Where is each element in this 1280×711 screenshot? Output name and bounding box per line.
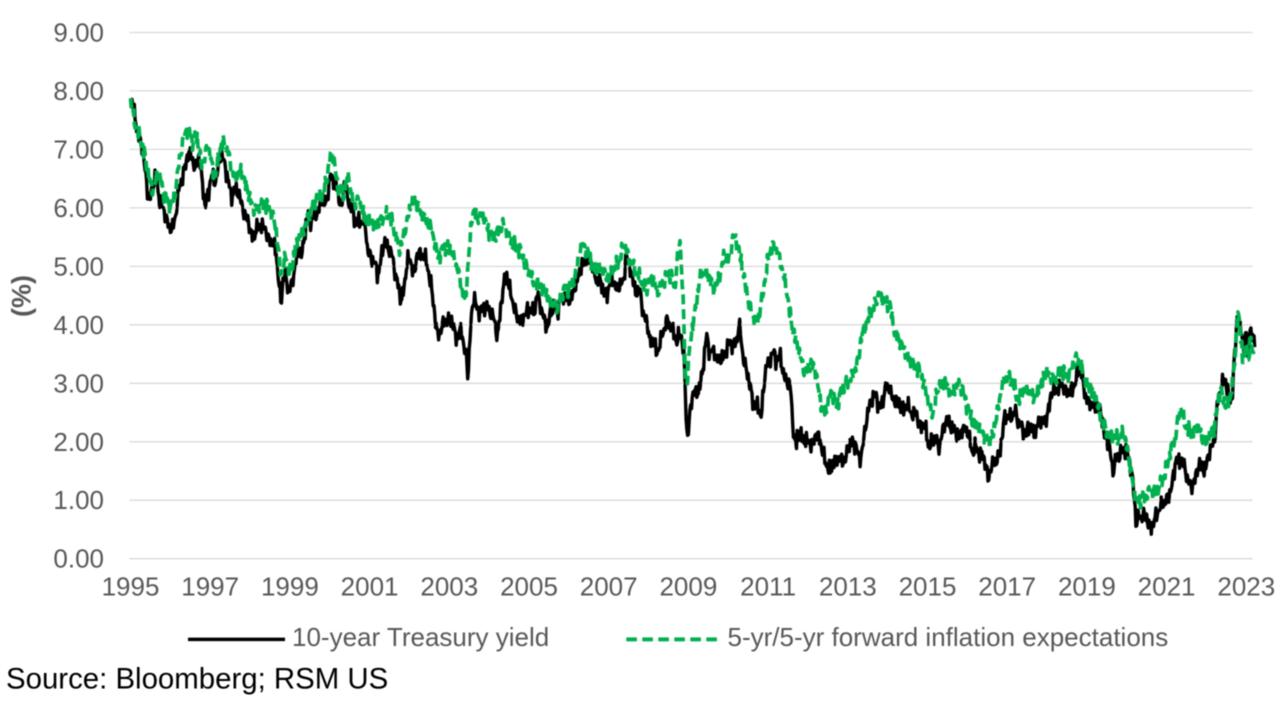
svg-text:2013: 2013 [819, 572, 877, 602]
svg-text:0.00: 0.00 [53, 544, 104, 574]
svg-text:2017: 2017 [978, 572, 1036, 602]
svg-text:2009: 2009 [659, 572, 717, 602]
svg-text:7.00: 7.00 [53, 134, 104, 164]
svg-text:1997: 1997 [181, 572, 239, 602]
svg-text:2023: 2023 [1217, 572, 1275, 602]
svg-text:4.00: 4.00 [53, 310, 104, 340]
svg-text:2019: 2019 [1058, 572, 1116, 602]
svg-text:1.00: 1.00 [53, 485, 104, 515]
svg-text:5.00: 5.00 [53, 251, 104, 281]
svg-text:9.00: 9.00 [53, 18, 104, 48]
svg-text:1999: 1999 [261, 572, 319, 602]
svg-text:Source: Bloomberg; RSM US: Source: Bloomberg; RSM US [6, 663, 388, 696]
svg-text:2015: 2015 [899, 572, 957, 602]
svg-text:2011: 2011 [740, 572, 796, 602]
svg-text:6.00: 6.00 [53, 193, 104, 223]
svg-text:2001: 2001 [341, 572, 399, 602]
svg-text:1995: 1995 [102, 572, 160, 602]
svg-text:2005: 2005 [500, 572, 558, 602]
svg-text:2003: 2003 [420, 572, 478, 602]
svg-text:2007: 2007 [580, 572, 638, 602]
svg-text:2021: 2021 [1138, 572, 1196, 602]
svg-text:2.00: 2.00 [53, 427, 104, 457]
svg-text:8.00: 8.00 [53, 76, 104, 106]
svg-text:3.00: 3.00 [53, 368, 104, 398]
svg-text:5-yr/5-yr forward inflation ex: 5-yr/5-yr forward inflation expectations [728, 622, 1169, 652]
svg-text:(%): (%) [7, 275, 37, 317]
svg-text:10-year Treasury yield: 10-year Treasury yield [292, 622, 549, 652]
